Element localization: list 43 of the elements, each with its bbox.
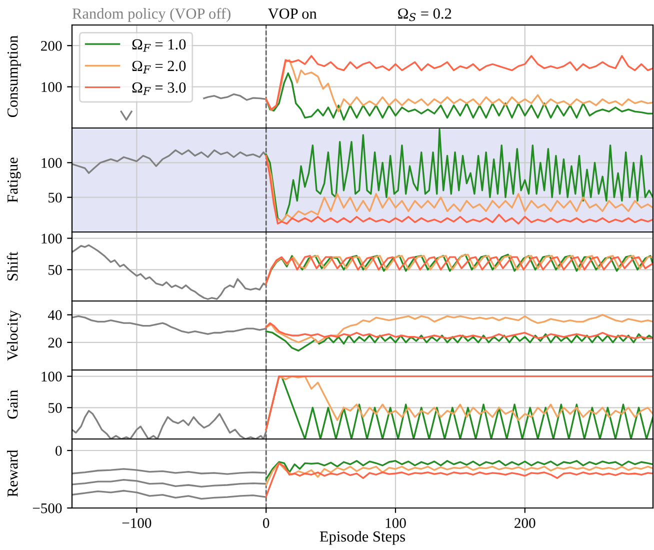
line-series [265,460,653,480]
y-axis-title: Velocity [6,310,21,361]
line-series [265,322,653,340]
x-tick-label: 0 [263,518,270,528]
x-tick-label: −100 [122,518,152,528]
y-axis-title: Fatigue [7,158,21,202]
y-tick-label: 50 [48,265,62,275]
y-tick-label: 40 [48,310,62,320]
x-axis-title: Episode Steps [320,530,406,545]
y-tick-label: 100 [42,158,62,168]
y-tick-label: 0 [56,446,62,456]
legend-label: Ω$_{F}$ = 1.0 [132,39,186,52]
x-tick-label: 200 [514,518,536,528]
line-series [72,149,267,174]
line-series [265,128,653,222]
line-series [72,244,267,300]
line-series [72,410,267,439]
y-axis-title: Reward [7,450,18,497]
text: Ω$_{S}$ = 0.2 [398,8,452,22]
line-series [72,490,267,500]
y-tick-label: 50 [48,403,62,413]
legend-label: Ω$_{F}$ = 2.0 [132,60,186,74]
line-series [265,314,653,344]
x-tick-label: 100 [386,518,406,528]
y-tick-label: 100 [42,372,62,382]
text: Random policy (VOP off) [72,8,230,22]
y-tick-label: 100 [42,82,62,92]
text: VOP on [268,8,317,19]
y-tick-label: 20 [48,338,62,348]
y-axis-title: Shift [6,252,18,280]
y-tick-label: 100 [42,234,62,244]
legend-label: Ω$_{F}$ = 3.0 [132,82,186,95]
y-tick-label: 50 [48,192,62,203]
y-tick-label: −500 [32,503,62,514]
line-series [265,72,653,121]
y-tick-label: 200 [41,40,62,51]
line-series [265,462,653,486]
y-axis-title: Consumption [8,36,21,118]
y-axis-title: Gain [8,390,18,419]
line-series [72,315,267,335]
line-series [72,478,267,488]
line-series [265,462,653,498]
line-series [265,330,653,352]
